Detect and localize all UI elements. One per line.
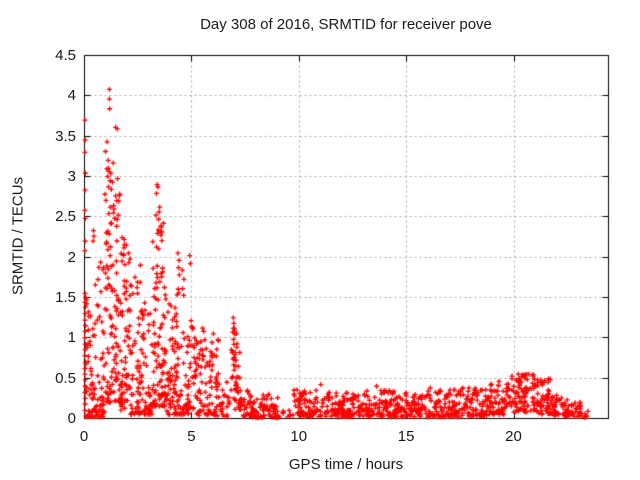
y-tick-label: 0 — [67, 410, 76, 427]
x-axis-label: GPS time / hours — [288, 456, 404, 473]
y-tick-label: 3.5 — [55, 127, 76, 145]
y-tick-label: 2.5 — [55, 208, 76, 226]
y-tick-label: 1.5 — [55, 289, 76, 306]
chart-title: Day 308 of 2016, SRMTID for receiver pov… — [200, 16, 492, 33]
x-tick-label: 0 — [79, 428, 89, 445]
x-tick-label: 20 — [505, 428, 522, 445]
x-tick-label: 5 — [187, 428, 196, 445]
y-tick-label: 1 — [67, 329, 76, 347]
y-axis-label: SRMTID / TECUs — [9, 176, 27, 296]
x-tick-label: 15 — [397, 428, 415, 445]
x-tick-label: 10 — [290, 428, 308, 445]
y-tick-label: 2 — [67, 248, 76, 266]
y-tick-label: 4 — [67, 87, 76, 105]
y-tick-label: 0.5 — [55, 369, 76, 387]
y-tick-label: 4.5 — [55, 47, 76, 64]
y-tick-label: 3 — [67, 168, 76, 185]
